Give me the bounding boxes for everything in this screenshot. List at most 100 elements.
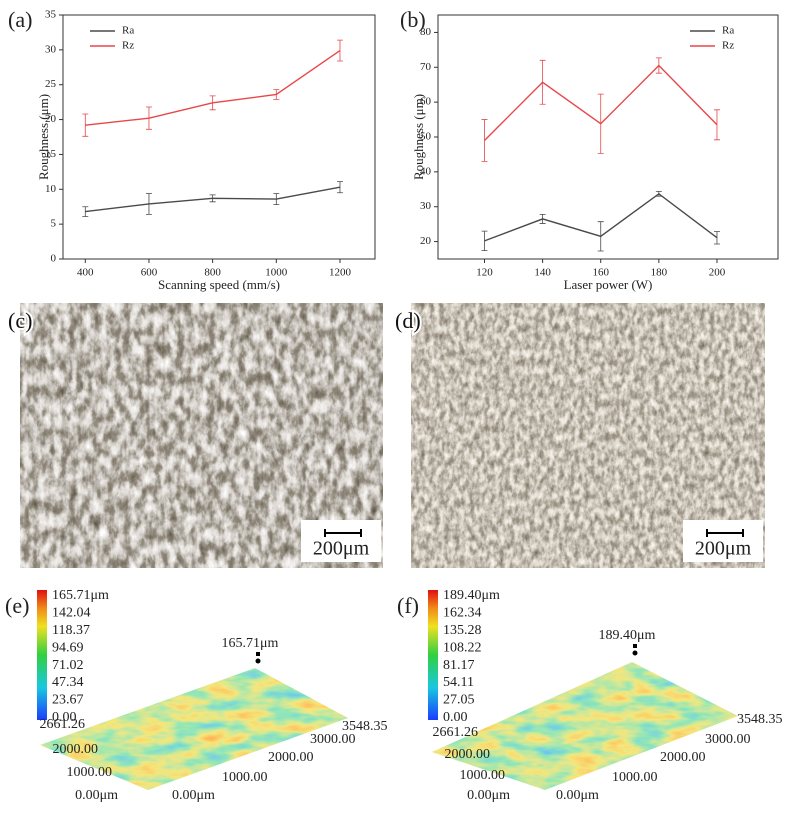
axis-label: 3000.00 — [705, 732, 751, 747]
y-tick-label: 70 — [420, 61, 432, 73]
colorbar — [428, 590, 438, 720]
x-tick-label: 180 — [651, 267, 668, 279]
y-tick-label: 5 — [51, 218, 57, 230]
error-bar — [336, 39, 343, 62]
y-tick-label: 25 — [45, 78, 57, 90]
panel-label: (b) — [400, 7, 426, 32]
colorbar-label: 0.00 — [443, 710, 468, 725]
x-tick-label: 1000 — [265, 267, 288, 279]
error-bar — [145, 106, 152, 130]
error-bar — [336, 181, 343, 194]
colorbar-label: 162.34 — [443, 606, 482, 621]
peak-marker — [256, 652, 260, 656]
scale-bar-label: 200μm — [313, 538, 370, 560]
x-tick-label: 600 — [141, 267, 158, 279]
axis-label: 1000.00 — [612, 770, 658, 785]
colorbar — [37, 590, 47, 720]
legend-label: Ra — [122, 25, 134, 37]
error-bar — [82, 206, 89, 217]
y-tick-label: 20 — [45, 113, 57, 125]
data-line — [85, 49, 341, 126]
x-tick-label: 200 — [709, 267, 726, 279]
axis-label: 1000.00 — [67, 765, 113, 780]
x-tick-label: 1200 — [329, 267, 352, 279]
scale-bar — [324, 529, 362, 537]
peak-marker — [632, 650, 638, 656]
panel-label: (a) — [8, 7, 32, 32]
error-bar — [82, 113, 89, 137]
error-bar — [539, 213, 546, 224]
error-bar — [209, 95, 216, 111]
y-tick-label: 60 — [420, 96, 432, 108]
colorbar-label: 71.02 — [52, 658, 84, 673]
plot-frame — [437, 14, 779, 260]
axis-label: 1000.00 — [222, 770, 268, 785]
y-tick-label: 35 — [45, 9, 57, 21]
colorbar-label: 94.69 — [52, 640, 84, 655]
y-tick-label: 30 — [45, 43, 57, 55]
x-tick-label: 800 — [204, 267, 221, 279]
colorbar-label: 165.71μm — [52, 588, 109, 603]
error-bar — [481, 230, 488, 252]
colorbar-label: 108.22 — [443, 640, 482, 655]
axis-label: 0.00μm — [172, 788, 215, 803]
colorbar-label: 142.04 — [52, 606, 91, 621]
axis-label: 2000.00 — [660, 750, 706, 765]
y-tick-label: 50 — [420, 131, 432, 143]
colorbar-label: 189.40μm — [443, 588, 500, 603]
axis-label: 3548.35 — [737, 712, 783, 727]
colorbar-label: 54.11 — [443, 675, 474, 690]
legend-label: Ra — [722, 25, 734, 37]
axis-label: 0.00μm — [75, 788, 118, 803]
axis-label: 3000.00 — [310, 732, 356, 747]
scale-bar-bg — [301, 520, 381, 562]
y-tick-label: 0 — [51, 253, 57, 265]
colorbar-label: 81.17 — [443, 658, 475, 673]
error-bar — [713, 109, 720, 141]
x-axis-label: Scanning speed (mm/s) — [158, 277, 280, 292]
error-bar — [273, 89, 280, 100]
scale-bar — [706, 529, 744, 537]
axis-label: 2000.00 — [445, 747, 491, 762]
legend-label: Rz — [122, 40, 134, 52]
peak-marker — [255, 658, 261, 664]
x-tick-label: 140 — [534, 267, 551, 279]
colorbar-label: 118.37 — [52, 623, 90, 638]
scale-bar-bg — [683, 520, 763, 562]
x-tick-label: 120 — [476, 267, 493, 279]
colorbar-label: 23.67 — [52, 693, 84, 708]
axis-label: 2000.00 — [268, 750, 314, 765]
colorbar-label: 0.00 — [52, 710, 77, 725]
error-bar — [713, 231, 720, 245]
error-bar — [481, 119, 488, 162]
error-bar — [597, 221, 604, 252]
error-bar — [655, 57, 662, 74]
colorbar-label: 47.34 — [52, 675, 84, 690]
legend-label: Rz — [722, 40, 734, 52]
x-tick-label: 400 — [77, 267, 94, 279]
x-tick-label: 160 — [592, 267, 609, 279]
panel-label: (e) — [5, 593, 29, 618]
y-tick-label: 15 — [45, 148, 57, 160]
colorbar-label: 135.28 — [443, 623, 482, 638]
y-tick-label: 10 — [45, 183, 57, 195]
axis-label: 2661.26 — [433, 725, 479, 740]
axis-label: 0.00μm — [467, 788, 510, 803]
error-bar — [597, 93, 604, 154]
y-axis-label: Roughness (μm) — [411, 94, 426, 180]
y-tick-label: 80 — [420, 26, 432, 38]
colorbar-label: 27.05 — [443, 693, 475, 708]
axis-label: 0.00μm — [556, 788, 599, 803]
x-axis-label: Laser power (W) — [564, 277, 653, 292]
peak-label: 189.40μm — [599, 628, 656, 643]
axis-label: 3548.35 — [342, 719, 388, 734]
axis-label: 2661.26 — [40, 717, 86, 732]
panel-label: (c) — [8, 308, 32, 333]
error-bar — [539, 59, 546, 105]
peak-marker — [633, 644, 637, 648]
y-tick-label: 40 — [420, 165, 432, 177]
axis-label: 2000.00 — [53, 742, 99, 757]
panel-label: (f) — [397, 593, 419, 618]
plot-frame — [62, 14, 376, 260]
